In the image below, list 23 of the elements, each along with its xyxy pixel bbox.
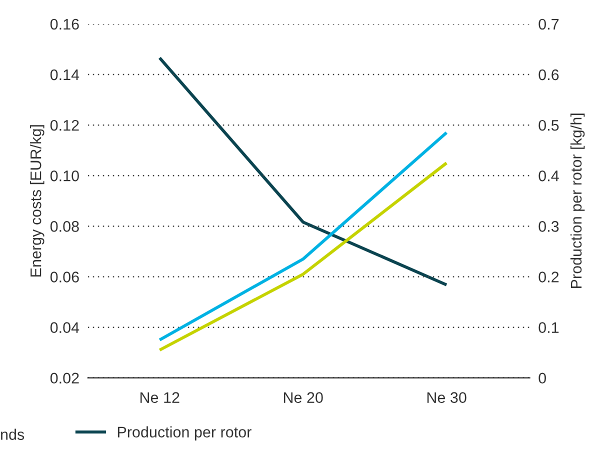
y2-tick-label: 0.2	[538, 272, 559, 282]
y-tick-label: 0.02	[50, 372, 79, 384]
y-tick-label: 0.08	[50, 221, 79, 232]
legend-label: Production per rotor	[118, 426, 252, 441]
y2-axis-title: Production per rotor [kg/h]	[570, 114, 585, 288]
y-tick-label: 0.16	[50, 18, 79, 30]
y-tick-label: 0.12	[50, 120, 79, 131]
y2-tick-label: 0	[538, 372, 546, 384]
x-tick-label: Ne 20	[284, 392, 323, 403]
y2-tick-label: 0.5	[538, 120, 559, 131]
y-tick-label: 0.10	[50, 170, 79, 182]
y-tick-label: 0.04	[50, 322, 80, 333]
text: nds	[1, 428, 24, 440]
y-tick-label: 0.06	[50, 272, 79, 282]
y2-tick-label: 0.1	[538, 322, 559, 333]
x-tick-label: Ne 30	[427, 392, 466, 403]
x-tick-label: Ne 12	[140, 392, 180, 403]
y2-tick-label: 0.7	[538, 18, 559, 30]
y-tick-label: 0.14	[50, 69, 80, 80]
y2-tick-label: 0.6	[538, 69, 559, 80]
y2-tick-label: 0.4	[538, 170, 559, 182]
y2-tick-label: 0.3	[538, 221, 559, 232]
y-axis-title: Energy costs [EUR/kg]	[30, 125, 44, 276]
